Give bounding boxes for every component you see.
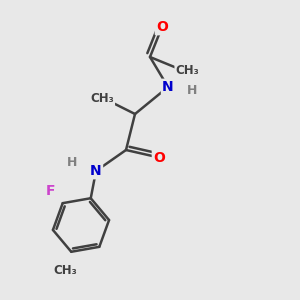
Text: F: F: [46, 184, 55, 197]
Text: N: N: [90, 164, 102, 178]
Text: CH₃: CH₃: [176, 64, 200, 77]
Text: H: H: [67, 155, 77, 169]
Text: CH₃: CH₃: [54, 264, 77, 277]
Text: O: O: [156, 20, 168, 34]
Text: H: H: [187, 83, 197, 97]
Text: N: N: [162, 80, 174, 94]
Text: O: O: [153, 151, 165, 164]
Text: CH₃: CH₃: [90, 92, 114, 106]
